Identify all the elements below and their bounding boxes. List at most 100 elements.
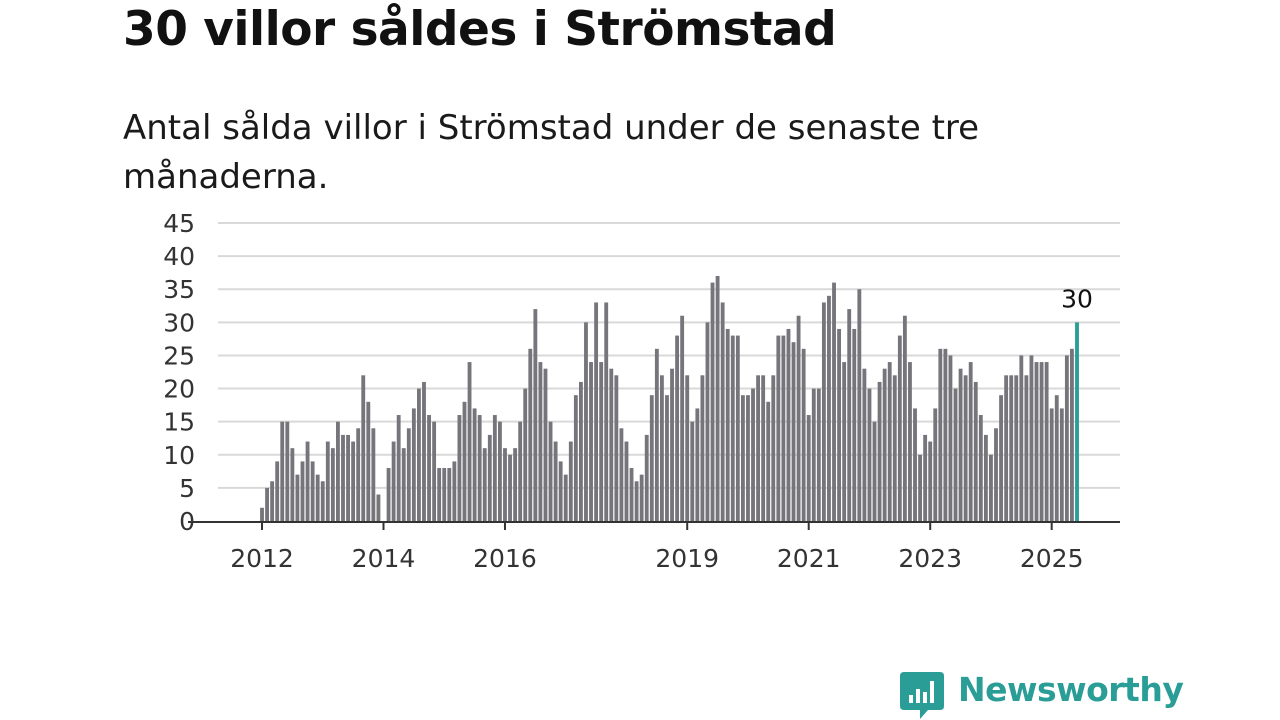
x-tick-label: 2014 xyxy=(352,544,416,573)
bar xyxy=(761,375,766,521)
bar xyxy=(280,421,285,521)
bar xyxy=(675,335,680,521)
bar xyxy=(315,474,320,521)
bar xyxy=(325,441,330,521)
bar xyxy=(386,468,391,521)
data-labels: 30 xyxy=(1061,284,1093,313)
y-tick-label: 20 xyxy=(163,375,195,404)
bars xyxy=(260,275,1079,521)
bar xyxy=(538,362,543,521)
y-tick-label: 5 xyxy=(179,474,195,503)
bar xyxy=(710,282,715,521)
bar xyxy=(558,461,563,521)
bar xyxy=(351,441,356,521)
bar xyxy=(725,328,730,521)
bar xyxy=(336,421,340,521)
bar xyxy=(639,474,644,521)
y-tick-label: 15 xyxy=(163,408,195,437)
bar xyxy=(619,428,624,521)
bar xyxy=(796,315,801,521)
bar xyxy=(867,388,872,521)
bar xyxy=(644,434,649,521)
bar xyxy=(1029,355,1034,521)
bar xyxy=(1039,362,1044,521)
bar xyxy=(356,428,361,521)
bar xyxy=(568,441,573,521)
bar xyxy=(467,362,472,521)
bar xyxy=(270,481,275,521)
bar xyxy=(346,434,350,521)
bar xyxy=(503,448,507,521)
bar xyxy=(411,408,416,521)
bar xyxy=(406,428,411,521)
bar xyxy=(1024,375,1029,521)
bar xyxy=(781,335,786,521)
bar xyxy=(680,315,685,521)
bar xyxy=(477,415,482,521)
bar xyxy=(366,401,371,521)
bar xyxy=(553,441,558,521)
bar xyxy=(776,335,781,521)
bar xyxy=(806,415,811,521)
y-tick-label: 45 xyxy=(163,209,195,238)
bar xyxy=(720,302,725,521)
bar xyxy=(341,434,345,521)
bar xyxy=(371,428,376,521)
bar xyxy=(320,481,325,521)
x-tick-label: 2025 xyxy=(1020,544,1084,573)
y-tick-label: 35 xyxy=(163,275,195,304)
bar xyxy=(923,434,928,521)
bar xyxy=(730,335,735,521)
bar xyxy=(330,448,335,521)
bar xyxy=(457,415,462,521)
bar xyxy=(584,322,588,521)
bar xyxy=(908,362,912,521)
bar xyxy=(624,441,629,521)
bar xyxy=(816,388,821,521)
y-tick-label: 10 xyxy=(163,441,195,470)
bar xyxy=(665,395,669,521)
data-label-last: 30 xyxy=(1061,284,1093,313)
bar xyxy=(887,362,892,521)
bar xyxy=(791,342,796,521)
bar xyxy=(260,507,264,521)
bar xyxy=(902,315,907,521)
bar-highlight xyxy=(1075,322,1079,521)
bar xyxy=(983,434,988,521)
bar xyxy=(361,375,366,521)
bar xyxy=(548,421,553,521)
bar xyxy=(518,421,523,521)
bar xyxy=(700,375,705,521)
bar xyxy=(837,328,842,521)
bar xyxy=(275,461,280,521)
bar xyxy=(487,434,492,521)
bar xyxy=(1070,348,1074,521)
bar xyxy=(447,468,452,521)
bar xyxy=(285,421,290,521)
bar xyxy=(918,454,922,521)
y-tick-label: 0 xyxy=(179,507,195,536)
bar xyxy=(892,375,897,521)
bar xyxy=(295,474,300,521)
bar xyxy=(695,408,700,521)
y-axis-tick-labels: 0 5 10 15 20 25 30 35 40 45 xyxy=(163,209,195,536)
bar xyxy=(594,302,599,521)
bar xyxy=(1064,355,1069,521)
bar xyxy=(872,421,877,521)
bar xyxy=(391,441,396,521)
bar xyxy=(427,415,431,521)
bar xyxy=(396,415,401,521)
bar xyxy=(563,474,568,521)
bar xyxy=(978,415,983,521)
bar xyxy=(670,368,674,521)
chart-title: 30 villor såldes i Strömstad xyxy=(123,2,837,57)
bar xyxy=(578,381,583,521)
bar xyxy=(882,368,887,521)
bar xyxy=(437,468,442,521)
y-tick-label: 30 xyxy=(163,308,195,337)
bar xyxy=(1004,375,1009,521)
bar xyxy=(740,395,745,521)
bar xyxy=(953,388,958,521)
bar-chart-speech-bubble-icon xyxy=(900,672,944,719)
